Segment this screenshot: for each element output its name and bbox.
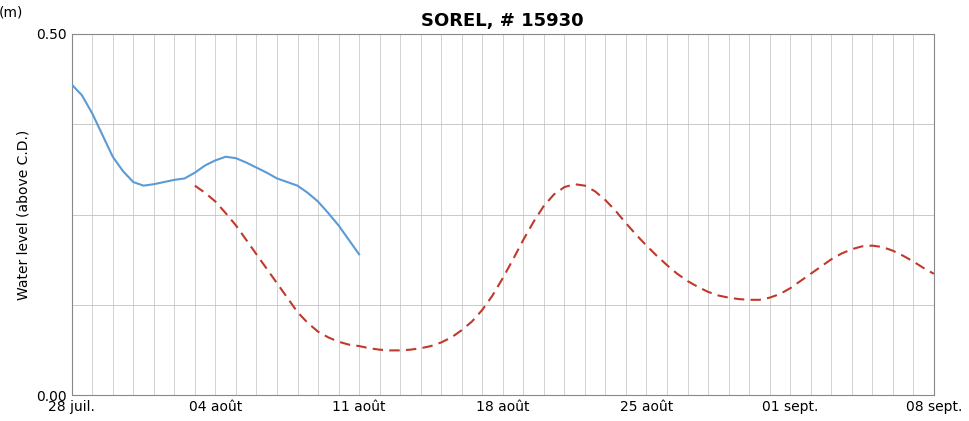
- Text: (m): (m): [0, 5, 23, 19]
- Title: SOREL, # 15930: SOREL, # 15930: [422, 12, 584, 29]
- Y-axis label: Water level (above C.D.): Water level (above C.D.): [16, 129, 31, 300]
